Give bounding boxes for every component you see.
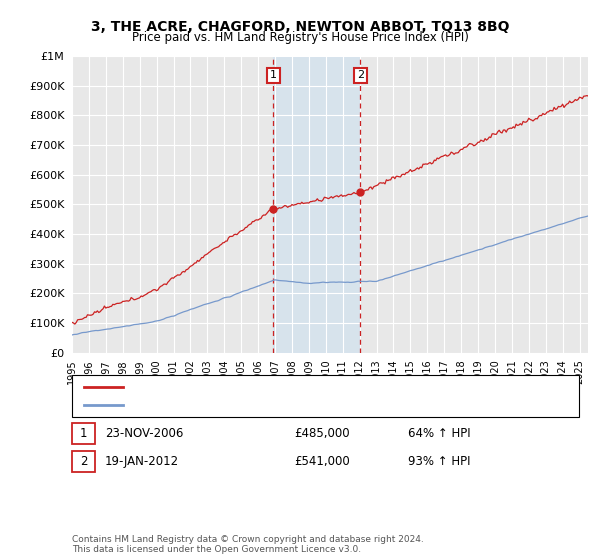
Text: 1: 1 [80, 427, 87, 440]
Text: Contains HM Land Registry data © Crown copyright and database right 2024.
This d: Contains HM Land Registry data © Crown c… [72, 535, 424, 554]
Text: 1: 1 [270, 71, 277, 80]
Text: 64% ↑ HPI: 64% ↑ HPI [408, 427, 470, 440]
Text: 19-JAN-2012: 19-JAN-2012 [105, 455, 179, 468]
Bar [274, 56, 361, 353]
Text: 2: 2 [80, 455, 87, 468]
Text: Price paid vs. HM Land Registry's House Price Index (HPI): Price paid vs. HM Land Registry's House … [131, 31, 469, 44]
Text: £541,000: £541,000 [294, 455, 350, 468]
Text: 23-NOV-2006: 23-NOV-2006 [105, 427, 184, 440]
Text: 93% ↑ HPI: 93% ↑ HPI [408, 455, 470, 468]
Text: 3, THE ACRE, CHAGFORD, NEWTON ABBOT, TQ13 8BQ (detached house): 3, THE ACRE, CHAGFORD, NEWTON ABBOT, TQ1… [132, 382, 510, 392]
Text: £485,000: £485,000 [294, 427, 350, 440]
Text: 3, THE ACRE, CHAGFORD, NEWTON ABBOT, TQ13 8BQ: 3, THE ACRE, CHAGFORD, NEWTON ABBOT, TQ1… [91, 20, 509, 34]
Text: 2: 2 [357, 71, 364, 80]
Text: HPI: Average price, detached house, West Devon: HPI: Average price, detached house, West… [132, 400, 387, 410]
